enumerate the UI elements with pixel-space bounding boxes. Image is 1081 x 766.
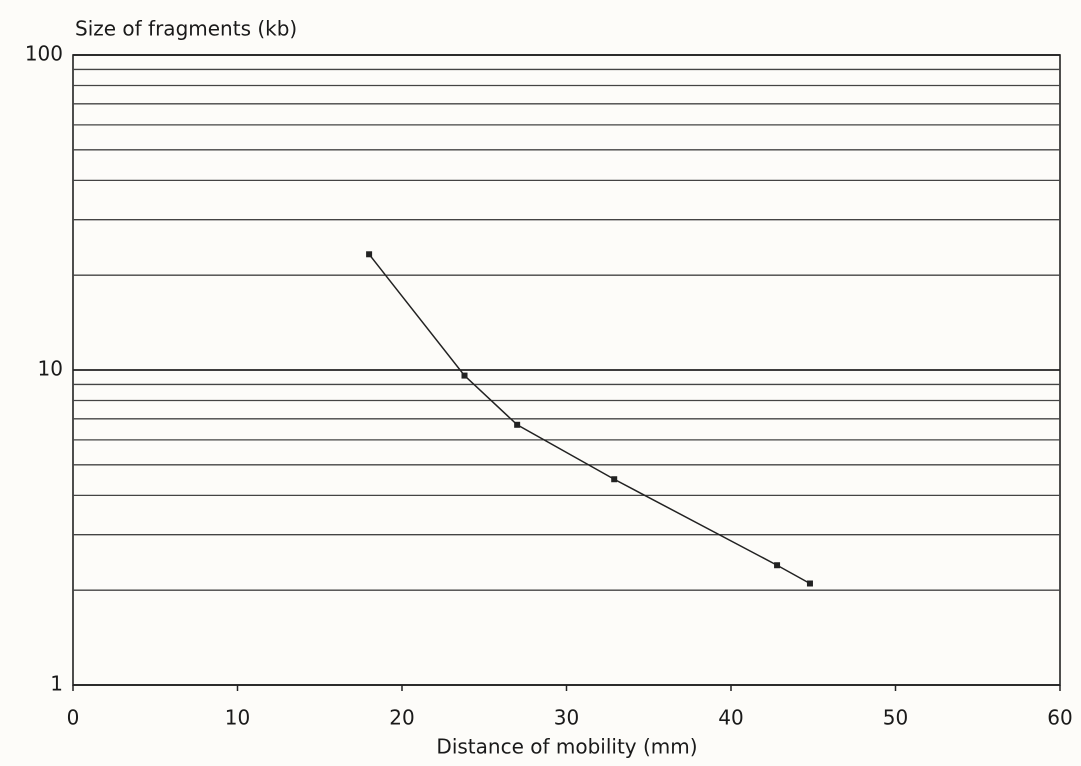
x-tick-label: 60: [1047, 706, 1072, 730]
data-point: [806, 580, 813, 587]
data-point: [774, 562, 781, 569]
x-axis-title: Distance of mobility (mm): [436, 735, 697, 759]
x-tick-label: 10: [225, 706, 250, 730]
x-tick-label: 0: [67, 706, 80, 730]
x-tick-label: 50: [883, 706, 908, 730]
data-point: [366, 251, 373, 258]
y-tick-label: 100: [25, 42, 63, 66]
y-tick-label: 10: [38, 357, 63, 381]
y-axis-title: Size of fragments (kb): [75, 17, 297, 41]
data-point: [611, 476, 618, 483]
x-tick-label: 20: [389, 706, 414, 730]
data-point: [461, 372, 468, 379]
data-line: [368, 253, 811, 585]
y-tick-label: 1: [50, 672, 63, 696]
x-tick-label: 40: [718, 706, 743, 730]
x-tick-label: 30: [554, 706, 579, 730]
data-point: [514, 421, 521, 428]
